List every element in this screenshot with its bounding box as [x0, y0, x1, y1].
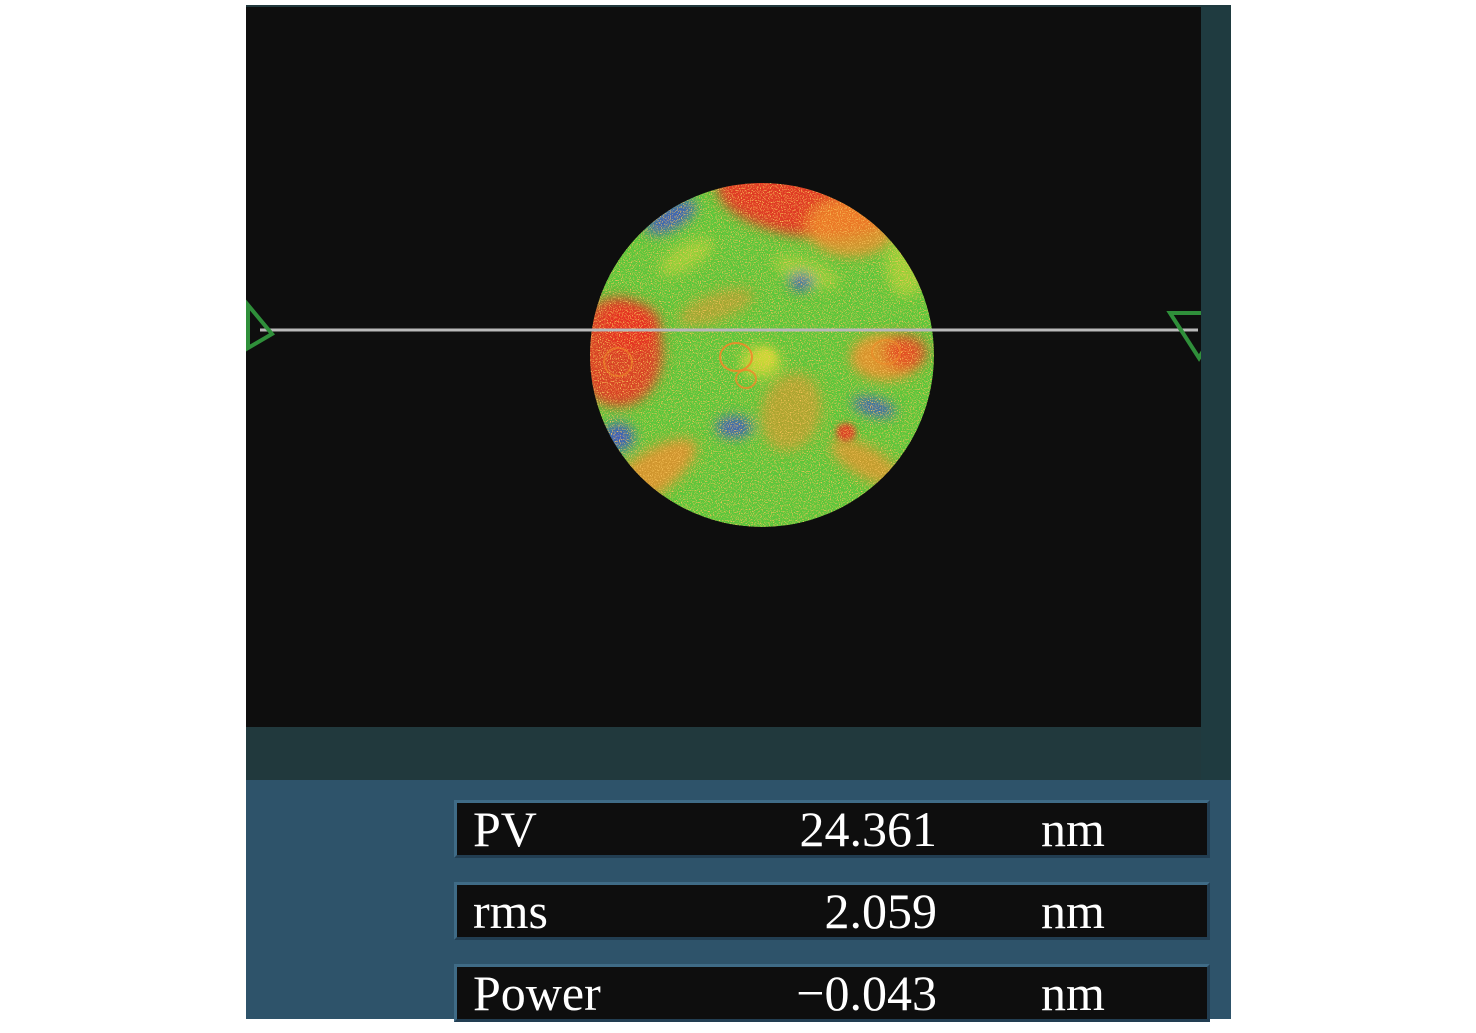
surface-aperture-disc	[590, 183, 934, 527]
result-value: −0.043	[796, 965, 937, 1021]
result-label: PV	[473, 801, 537, 857]
result-unit: nm	[1041, 883, 1105, 939]
defect-ring	[871, 339, 901, 365]
surface-map-canvas	[246, 183, 1201, 527]
defect-ring	[719, 342, 753, 372]
results-panel: PV 24.361 nm rms 2.059 nm Power −0.043 n…	[246, 780, 1231, 1022]
surface-map-view[interactable]	[246, 7, 1201, 727]
triangle-marker-icon[interactable]	[1166, 311, 1201, 362]
result-label: rms	[473, 883, 548, 939]
result-value: 24.361	[799, 801, 938, 857]
center-defect-ring	[603, 339, 901, 389]
result-label: Power	[473, 965, 601, 1021]
window-side-strip	[1201, 5, 1231, 780]
result-row-rms: rms 2.059 nm	[454, 882, 1210, 940]
result-unit: nm	[1041, 965, 1105, 1021]
defect-ring	[735, 369, 757, 389]
surface-speckle-texture	[590, 183, 934, 527]
result-row-power: Power −0.043 nm	[454, 964, 1210, 1022]
interferometer-window: PV 24.361 nm rms 2.059 nm Power −0.043 n…	[246, 5, 1231, 1022]
result-value: 2.059	[824, 883, 938, 939]
result-row-pv: PV 24.361 nm	[454, 800, 1210, 858]
result-unit: nm	[1041, 801, 1105, 857]
triangle-marker-icon[interactable]	[246, 299, 276, 352]
defect-ring	[603, 347, 633, 377]
window-frame-gap	[246, 727, 1201, 780]
